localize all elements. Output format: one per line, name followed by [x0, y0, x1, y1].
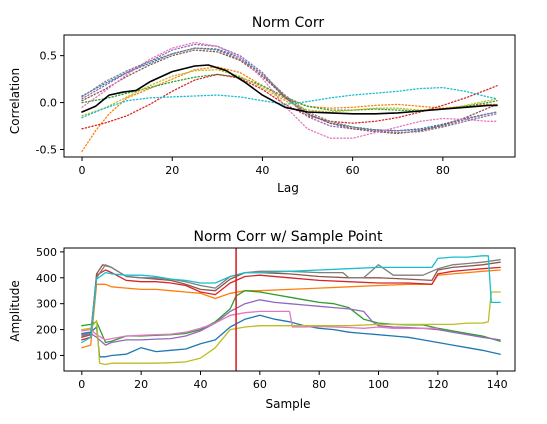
x-tick-label: 20 [165, 164, 179, 177]
x-tick-label: 80 [312, 378, 326, 391]
x-axis-label: Sample [266, 397, 311, 411]
series-line-5 [81, 49, 498, 135]
series-line-7 [81, 259, 501, 337]
series-line-2 [81, 73, 498, 112]
x-tick-label: 80 [436, 164, 450, 177]
x-tick-label: 40 [255, 164, 269, 177]
y-tick-label: 500 [36, 246, 57, 259]
y-tick-label: 400 [36, 272, 57, 285]
plot-frame [63, 34, 516, 158]
norm-corr-chart: Norm Corr Correlation Lag 0 20 40 60 80 -0.5… [8, 15, 516, 195]
y-ticks: 100 200 300 400 500 [36, 246, 64, 362]
y-tick-label: 0.0 [40, 97, 58, 110]
x-tick-label: 60 [346, 164, 360, 177]
y-ticks: -0.5 0.0 0.5 [36, 50, 64, 156]
y-axis-label: Amplitude [8, 280, 22, 342]
x-tick-label: 60 [253, 378, 267, 391]
plot-lines [81, 255, 501, 366]
x-tick-label: 140 [487, 378, 508, 391]
series-line-6 [81, 41, 498, 139]
x-tick-label: 100 [368, 378, 389, 391]
x-tick-label: 20 [134, 378, 148, 391]
y-tick-label: 200 [36, 324, 57, 337]
x-tick-label: 40 [193, 378, 207, 391]
x-tick-label: 0 [78, 378, 85, 391]
plot-frame [63, 247, 516, 372]
series-line-10 [81, 64, 498, 115]
x-tick-label: 0 [79, 164, 86, 177]
chart-title: Norm Corr [252, 15, 324, 31]
x-tick-label: 120 [427, 378, 448, 391]
y-tick-label: 100 [36, 349, 57, 362]
series-line-6 [81, 310, 439, 341]
y-tick-label: 300 [36, 298, 57, 311]
x-ticks: 0 20 40 60 80 [79, 157, 450, 177]
series-line-0 [81, 314, 501, 358]
series-line-9 [81, 255, 501, 344]
norm-corr-sample-point-chart: Norm Corr w/ Sample Point Amplitude Samp… [8, 229, 516, 411]
y-tick-label: 0.5 [40, 50, 58, 63]
series-line-0 [81, 47, 498, 132]
series-line-8 [81, 291, 501, 366]
x-ticks: 0 20 40 60 80 100 120 140 [78, 371, 508, 391]
series-line-9 [81, 86, 498, 119]
x-axis-label: Lag [277, 181, 299, 195]
plot-lines [81, 41, 498, 153]
y-tick-label: -0.5 [36, 143, 57, 156]
chart-title: Norm Corr w/ Sample Point [193, 229, 383, 245]
y-axis-label: Correlation [8, 68, 22, 134]
